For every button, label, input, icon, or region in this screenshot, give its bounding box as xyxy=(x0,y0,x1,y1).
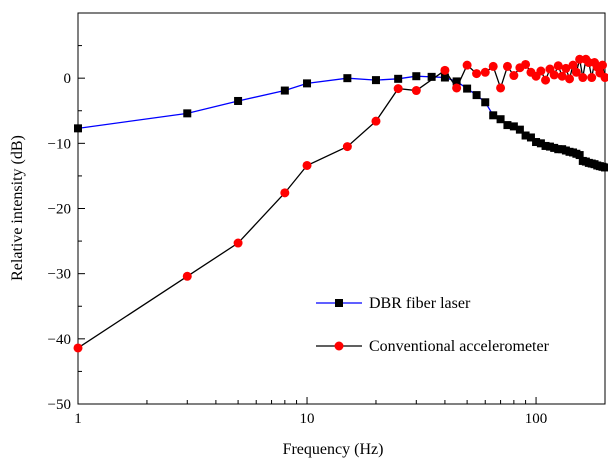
data-point xyxy=(452,77,461,86)
data-point xyxy=(489,111,498,120)
data-point xyxy=(575,151,584,160)
data-point xyxy=(412,72,421,81)
data-point xyxy=(472,91,481,100)
data-point xyxy=(597,60,607,70)
data-point xyxy=(440,65,450,75)
data-point xyxy=(480,67,490,77)
data-point xyxy=(601,163,608,172)
data-point xyxy=(545,142,554,151)
x-tick-label: 100 xyxy=(525,411,548,427)
data-point xyxy=(394,74,403,83)
data-point xyxy=(463,84,472,93)
data-point xyxy=(371,76,380,85)
data-point xyxy=(427,72,436,81)
data-point xyxy=(481,98,490,107)
data-point xyxy=(578,73,588,83)
data-point xyxy=(233,238,243,248)
data-point xyxy=(496,83,506,93)
data-point xyxy=(371,116,381,126)
data-point xyxy=(302,160,312,170)
data-point xyxy=(509,122,518,131)
y-axis-ticks: 0 −10 −20 −30 −40 −50 xyxy=(48,12,85,413)
data-point xyxy=(440,73,449,82)
data-point xyxy=(472,69,482,79)
data-point xyxy=(343,74,352,83)
y-tick-label: −30 xyxy=(48,267,71,283)
data-point xyxy=(234,96,243,105)
data-point xyxy=(521,131,530,140)
data-point xyxy=(526,133,535,142)
series-layer xyxy=(73,54,608,353)
data-point xyxy=(561,63,571,73)
y-tick-label: −10 xyxy=(48,136,71,152)
y-tick-label: 0 xyxy=(64,71,72,87)
data-point xyxy=(587,73,597,83)
data-point xyxy=(521,59,531,69)
data-point xyxy=(411,86,421,96)
data-point xyxy=(536,66,546,76)
data-point xyxy=(541,141,550,150)
data-point xyxy=(74,124,82,133)
data-point xyxy=(571,67,581,77)
data-point xyxy=(568,60,578,70)
y-tick-label: −50 xyxy=(48,397,71,413)
x-axis-title: Frequency (Hz) xyxy=(283,441,384,458)
data-point xyxy=(182,271,192,281)
data-point xyxy=(550,143,559,152)
data-point xyxy=(532,138,541,147)
data-point xyxy=(183,109,192,118)
legend-label: Conventional accelerometer xyxy=(369,338,550,355)
data-point xyxy=(393,84,403,94)
data-point xyxy=(536,139,545,148)
data-point xyxy=(502,61,512,71)
y-tick-label: −40 xyxy=(48,332,71,348)
data-point xyxy=(73,343,83,353)
data-point xyxy=(503,121,512,130)
legend: DBR fiber laser Conventional acceleromete… xyxy=(316,295,550,355)
data-point xyxy=(342,142,352,152)
data-point xyxy=(280,188,290,198)
x-tick-label: 10 xyxy=(300,411,315,427)
data-point xyxy=(515,125,524,134)
data-point xyxy=(462,60,472,70)
data-point xyxy=(557,71,567,81)
legend-marker xyxy=(334,341,344,351)
x-tick-label: 1 xyxy=(74,411,82,427)
legend-marker xyxy=(335,299,343,307)
data-point xyxy=(553,61,563,71)
y-tick-label: −20 xyxy=(48,202,71,218)
x-axis-ticks: 1 10 100 xyxy=(74,397,606,427)
data-point xyxy=(541,75,551,85)
series-1 xyxy=(74,72,608,172)
data-point xyxy=(452,83,462,93)
data-point xyxy=(575,54,585,64)
series-2 xyxy=(73,54,608,353)
data-point xyxy=(303,79,312,88)
series-line xyxy=(77,75,606,169)
data-point xyxy=(600,73,608,83)
legend-label: DBR fiber laser xyxy=(369,295,471,312)
data-point xyxy=(496,115,505,124)
data-point xyxy=(488,61,498,71)
data-point xyxy=(509,71,519,81)
data-point xyxy=(549,70,559,80)
y-axis-title: Relative intensity (dB) xyxy=(9,135,26,281)
data-point xyxy=(565,74,575,84)
data-point xyxy=(280,86,289,95)
